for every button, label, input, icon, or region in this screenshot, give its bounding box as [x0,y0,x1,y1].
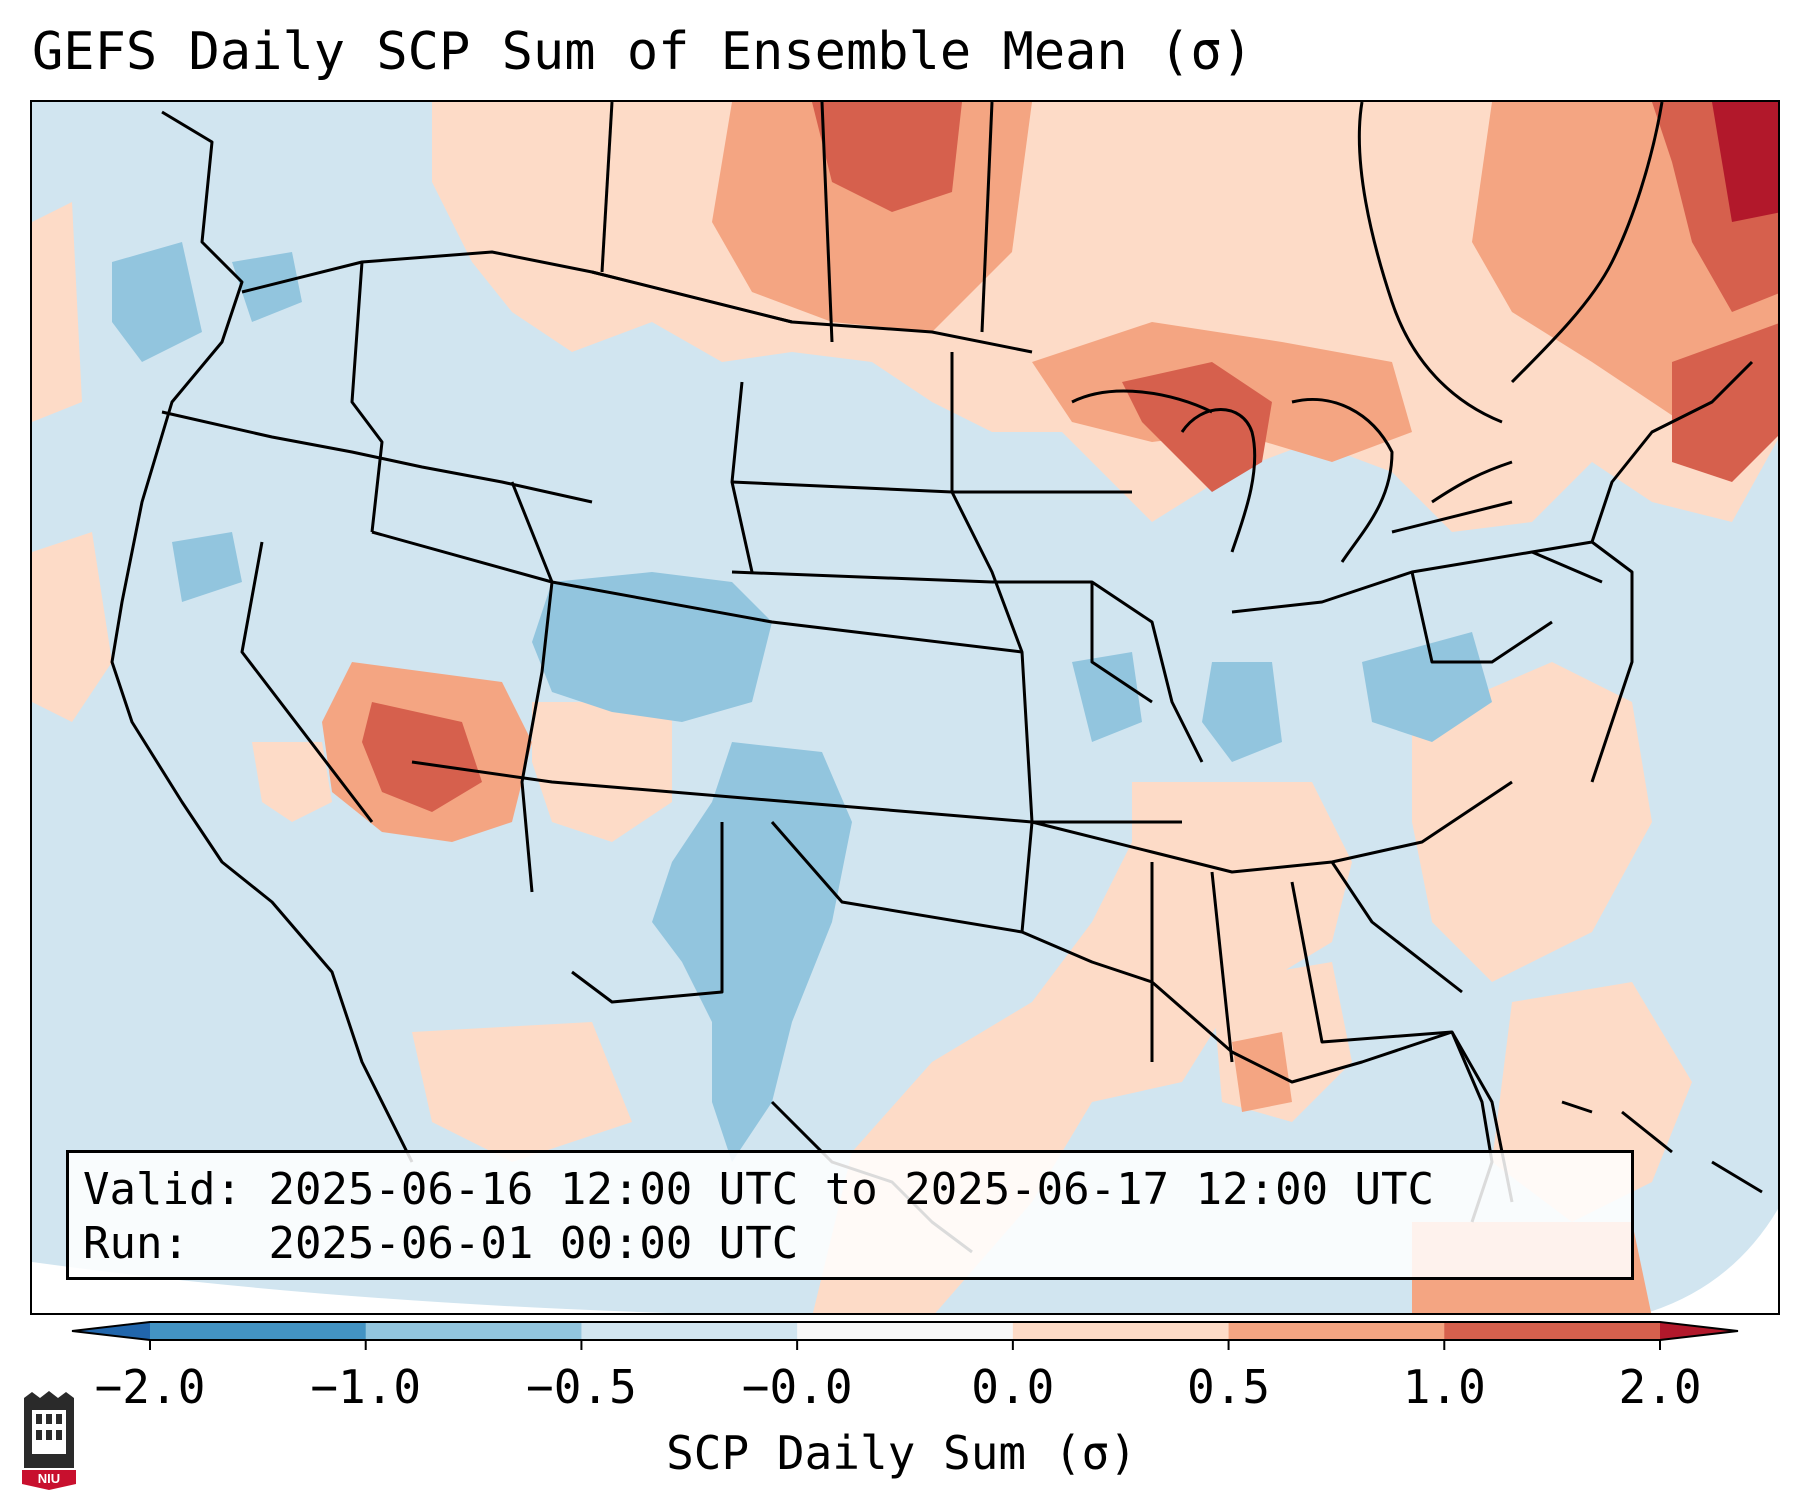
run-label: Run: [83,1218,189,1269]
valid-value: 2025-06-16 12:00 UTC to 2025-06-17 12:00… [268,1164,1435,1215]
colorbar-bin [1228,1322,1445,1340]
political-boundaries [110,102,1763,1254]
colorbar-tick-label: −1.0 [310,1360,422,1414]
colorbar-bin [581,1322,798,1340]
projection-edge-right [1646,1208,1778,1313]
run-value: 2025-06-01 00:00 UTC [268,1218,799,1269]
niu-logo: NIU [22,1391,76,1490]
colorbar-bin [1444,1322,1661,1340]
colorbar-bin [797,1322,1014,1340]
colorbar-bin [365,1322,582,1340]
colorbar-tick-label: 0.5 [1187,1360,1271,1414]
run-row: Run: 2025-06-01 00:00 UTC [83,1217,1617,1271]
colorbar-tick-label: −0.5 [526,1360,637,1414]
colorbar [71,1321,1739,1350]
valid-label: Valid: [83,1164,242,1215]
map-panel [30,100,1780,1315]
colorbar-tick-label: −0.0 [741,1360,853,1414]
colorbar-extend-low [72,1322,150,1340]
colorbar-tick-label: 1.0 [1402,1360,1486,1414]
colorbar-extend-high [1660,1322,1738,1340]
projection-edge-left [32,1262,671,1313]
colorbar-bin [1012,1322,1230,1340]
colorbar-label: SCP Daily Sum (σ) [666,1426,1137,1480]
colorbar-tick-label: 2.0 [1618,1360,1702,1414]
colorbar-tick-label: 0.0 [971,1360,1055,1414]
chart-title: GEFS Daily SCP Sum of Ensemble Mean (σ) [32,22,1253,82]
colorbar-tick-label: −2.0 [94,1360,206,1414]
anomaly-map [32,102,1778,1313]
valid-run-info-box: Valid: 2025-06-16 12:00 UTC to 2025-06-1… [66,1150,1634,1280]
logo-text: NIU [38,1471,60,1486]
colorbar-bin [150,1322,367,1340]
valid-row: Valid: 2025-06-16 12:00 UTC to 2025-06-1… [83,1163,1617,1217]
